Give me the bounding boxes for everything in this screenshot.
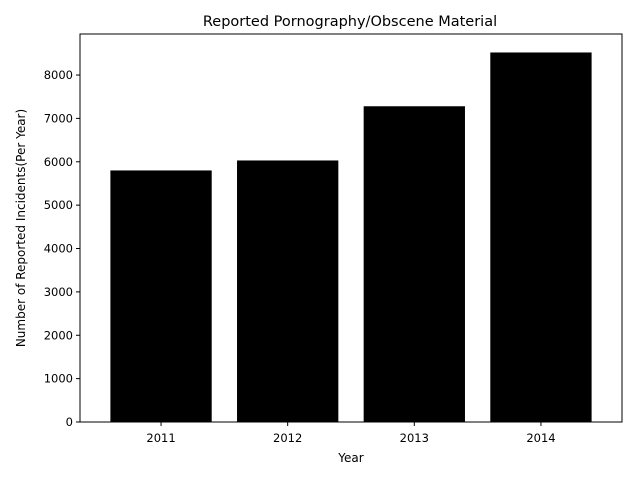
- bar-2012: [237, 160, 339, 422]
- bars-group: [110, 52, 592, 422]
- y-tick-label-1000: 1000: [44, 372, 73, 386]
- y-tick-label-7000: 7000: [44, 111, 73, 125]
- y-tick-label-8000: 8000: [44, 68, 73, 82]
- y-tick-label-0: 0: [66, 415, 73, 429]
- y-axis-label: Number of Reported Incidents(Per Year): [14, 109, 28, 347]
- x-tick-label-2013: 2013: [400, 431, 429, 445]
- plot-frame: [79, 33, 623, 423]
- chart-title: Reported Pornography/Obscene Material: [203, 14, 497, 30]
- x-tick-label-2011: 2011: [146, 431, 175, 445]
- x-axis: 2011 2012 2013 2014: [146, 422, 556, 445]
- y-axis: 0 1000 2000 3000 4000 5000 6000 7000 8000: [44, 68, 80, 429]
- y-tick-label-6000: 6000: [44, 155, 73, 169]
- y-tick-label-5000: 5000: [44, 198, 73, 212]
- y-tick-label-4000: 4000: [44, 242, 73, 256]
- y-tick-label-3000: 3000: [44, 285, 73, 299]
- bar-2013: [363, 106, 465, 422]
- bar-2011: [110, 170, 212, 422]
- x-tick-label-2012: 2012: [273, 431, 302, 445]
- x-axis-label: Year: [337, 451, 363, 465]
- bar-2014: [490, 52, 592, 422]
- y-tick-label-2000: 2000: [44, 328, 73, 342]
- x-tick-label-2014: 2014: [526, 431, 555, 445]
